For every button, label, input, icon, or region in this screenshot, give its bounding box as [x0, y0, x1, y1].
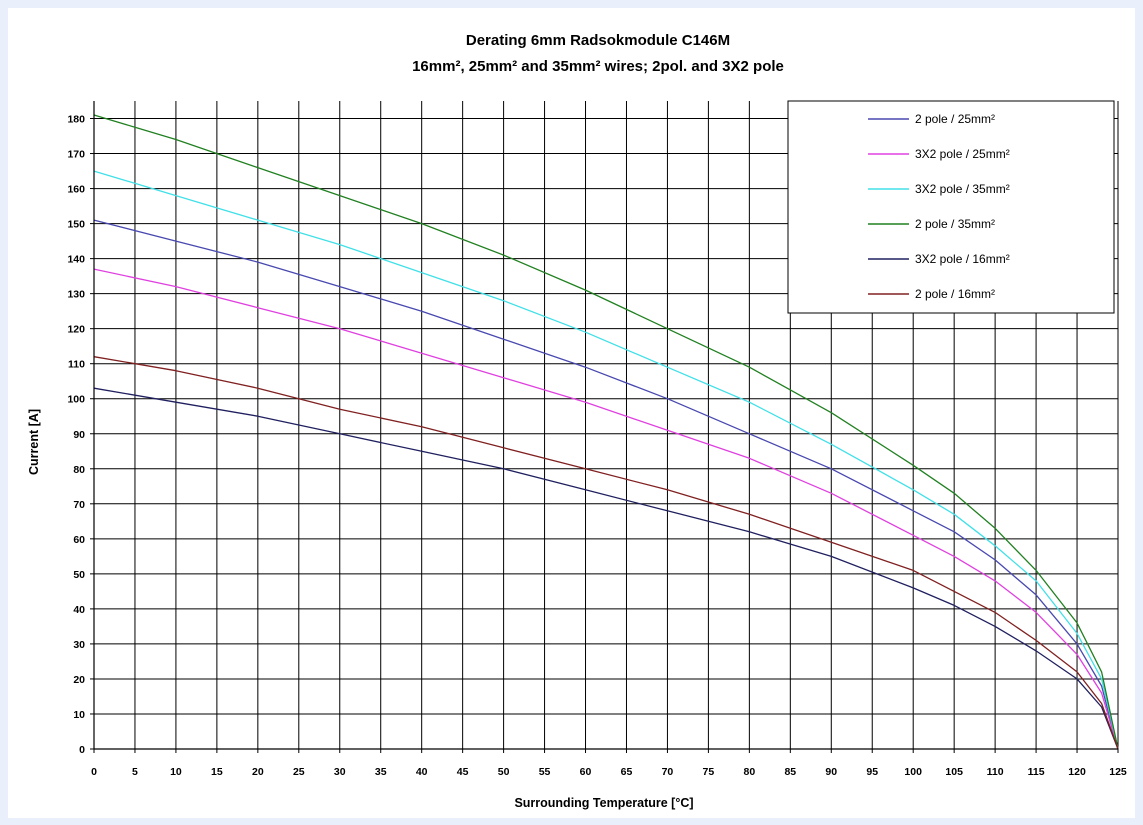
- x-tick-label: 120: [1068, 766, 1086, 778]
- legend-label: 2 pole / 35mm²: [915, 217, 995, 231]
- legend: 2 pole / 25mm² 3X2 pole / 25mm² 3X2 pole /…: [787, 100, 1115, 314]
- x-tick-label: 50: [498, 766, 510, 778]
- x-tick-label: 80: [744, 766, 756, 778]
- x-tick-label: 65: [621, 766, 633, 778]
- legend-label: 2 pole / 25mm²: [915, 112, 995, 126]
- x-tick-label: 25: [293, 766, 305, 778]
- x-tick-label: 60: [580, 766, 592, 778]
- legend-box: [787, 100, 1115, 314]
- legend-label: 3X2 pole / 25mm²: [915, 147, 1010, 161]
- x-tick-label: 5: [132, 766, 138, 778]
- chart-title: Derating 6mm Radsokmodule C146M: [466, 32, 730, 49]
- chart-area: Derating 6mm Radsokmodule C146M 16mm², 2…: [8, 8, 1135, 818]
- x-tick-label: 35: [375, 766, 387, 778]
- x-tick-label: 85: [784, 766, 796, 778]
- x-tick-label: 105: [945, 766, 963, 778]
- x-tick-label: 115: [1028, 766, 1045, 778]
- x-tick-label: 15: [211, 766, 223, 778]
- x-tick-label: 75: [703, 766, 715, 778]
- series-line: [93, 268, 1119, 750]
- x-tick-label: 55: [539, 766, 551, 778]
- y-tick-label: 50: [73, 569, 85, 581]
- y-tick-label: 30: [73, 639, 85, 651]
- series-line: [93, 387, 1119, 750]
- x-tick-label: 90: [825, 766, 837, 778]
- x-tick-label: 0: [91, 766, 97, 778]
- y-tick-label: 180: [67, 114, 85, 126]
- y-tick-label: 0: [79, 744, 85, 756]
- x-tick-label: 10: [170, 766, 182, 778]
- x-tick-label: 30: [334, 766, 346, 778]
- series-line: [93, 170, 1119, 750]
- y-tick-label: 100: [67, 394, 85, 406]
- x-tick-label: 100: [904, 766, 922, 778]
- x-tick-label: 20: [252, 766, 264, 778]
- y-tick-label: 160: [67, 184, 85, 196]
- y-tick-label: 140: [67, 254, 85, 266]
- series-line: [93, 356, 1119, 750]
- y-tick-label: 80: [73, 464, 85, 476]
- y-tick-label: 110: [68, 359, 85, 371]
- y-tick-label: 120: [67, 324, 85, 336]
- y-tick-label: 40: [73, 604, 85, 616]
- y-tick-label: 60: [73, 534, 85, 546]
- x-axis-title: Surrounding Temperature [°C]: [514, 796, 693, 810]
- y-tick-label: 10: [73, 709, 85, 721]
- y-tick-label: 170: [67, 149, 85, 161]
- tick-labels: 0 5 10 15 20 25 30 35 40 45 50 55 60 65 70 75 80 85 90 95 10…: [67, 114, 1126, 778]
- derating-line-chart: Derating 6mm Radsokmodule C146M 16mm², 2…: [27, 32, 1127, 810]
- y-tick-label: 150: [67, 219, 85, 231]
- legend-label: 3X2 pole / 16mm²: [915, 252, 1010, 266]
- series-lines: [93, 114, 1119, 750]
- axes: [90, 101, 1119, 753]
- y-axis-title: Current [A]: [27, 409, 41, 475]
- y-tick-label: 20: [73, 674, 85, 686]
- series-line: [93, 219, 1119, 750]
- legend-label: 3X2 pole / 35mm²: [915, 182, 1010, 196]
- y-tick-label: 90: [73, 429, 85, 441]
- x-tick-label: 45: [457, 766, 469, 778]
- x-tick-label: 110: [987, 766, 1004, 778]
- x-tick-label: 40: [416, 766, 428, 778]
- legend-label: 2 pole / 16mm²: [915, 287, 995, 301]
- x-tick-label: 95: [866, 766, 878, 778]
- y-tick-label: 130: [67, 289, 85, 301]
- series-line: [93, 114, 1119, 750]
- x-tick-label: 125: [1109, 766, 1127, 778]
- y-tick-label: 70: [73, 499, 85, 511]
- x-tick-label: 70: [662, 766, 674, 778]
- chart-subtitle: 16mm², 25mm² and 35mm² wires; 2pol. and …: [412, 58, 784, 75]
